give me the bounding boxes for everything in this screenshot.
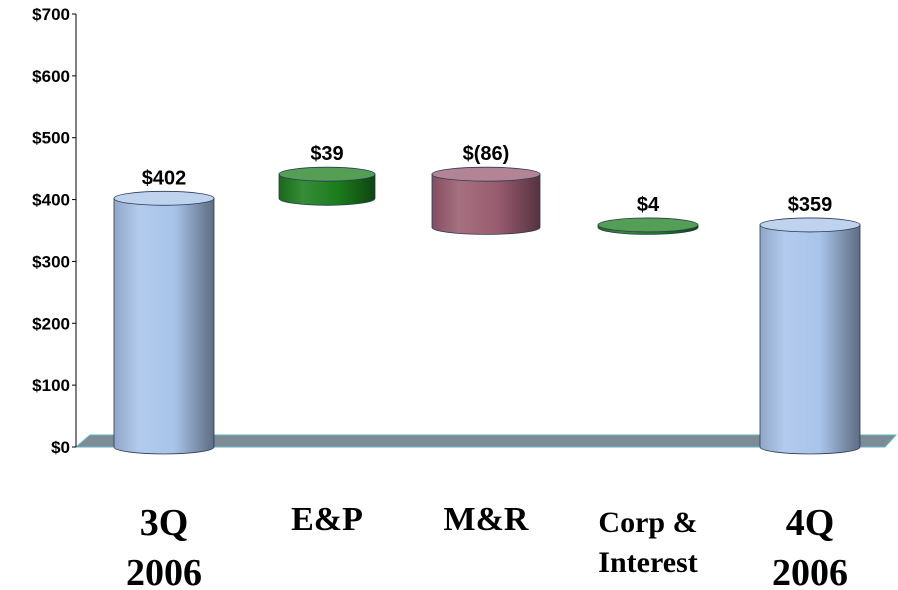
bar-3q-2006 <box>113 190 215 455</box>
y-tick-label: $0 <box>51 438 70 457</box>
bar-corp-interest <box>597 217 699 235</box>
y-tick-label: $500 <box>32 129 70 148</box>
data-label: $(86) <box>463 143 510 165</box>
bar-m-r <box>431 166 541 235</box>
data-label: $4 <box>637 194 660 216</box>
category-label: M&R <box>444 501 529 538</box>
y-tick-label: $100 <box>32 376 70 395</box>
chart-floor <box>74 434 898 448</box>
y-tick-label: $700 <box>32 5 70 24</box>
category-label: 4Q 2006 <box>772 502 848 590</box>
y-tick-label: $200 <box>32 314 70 333</box>
bar-4q-2006 <box>759 217 861 455</box>
category-label: 3Q 2006 <box>126 502 202 590</box>
category-label: Corp & Interest <box>598 506 697 579</box>
category-label: E&P <box>291 501 363 538</box>
bar-e-p <box>278 166 376 206</box>
y-tick-label: $300 <box>32 252 70 271</box>
y-tick-label: $600 <box>32 67 70 86</box>
data-label: $39 <box>310 143 343 165</box>
data-label: $359 <box>788 194 833 216</box>
y-tick-label: $400 <box>32 191 70 210</box>
data-label: $402 <box>142 167 187 189</box>
